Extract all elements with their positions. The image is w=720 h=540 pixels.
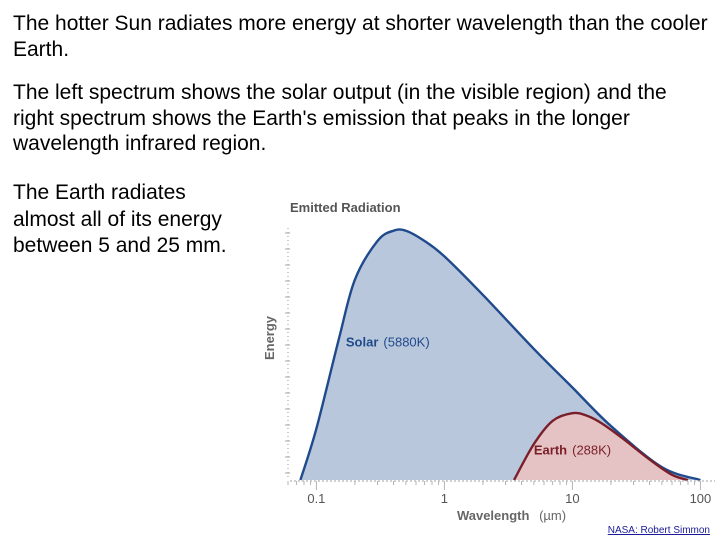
solar-series-label: Solar (5880K) — [346, 334, 430, 349]
x-axis-label-main: Wavelength — [457, 508, 530, 523]
solar-series: Solar (5880K) — [299, 228, 701, 482]
spectrum-description-paragraph: The left spectrum shows the solar output… — [13, 81, 667, 155]
earth-area — [514, 412, 689, 480]
y-axis-label: Energy — [262, 315, 277, 360]
emitted-radiation-chart: Emitted Radiation Energy Solar (5880K) Ear… — [262, 200, 715, 523]
x-tick-label: 10 — [565, 491, 579, 506]
x-axis-label-unit: (µm) — [539, 508, 566, 523]
earth-series: Earth (288K) — [512, 411, 689, 482]
earth-radiation-paragraph: The Earth radiates almost all of its ene… — [13, 181, 227, 257]
solar-series-name: Solar — [346, 334, 379, 349]
y-axis-ticks — [285, 228, 290, 480]
earth-temperature-label: (288K) — [572, 442, 611, 457]
x-tick-label: 1 — [441, 491, 448, 506]
earth-series-label: Earth (288K) — [534, 442, 611, 457]
solar-curve — [299, 228, 701, 482]
x-axis-label: Wavelength (µm) — [457, 508, 566, 523]
solar-temperature-label: (5880K) — [383, 334, 429, 349]
earth-series-name: Earth — [534, 442, 567, 457]
image-credit-link[interactable]: NASA: Robert Simmon — [607, 525, 710, 536]
x-tick-label: 100 — [690, 491, 712, 506]
intro-paragraph: The hotter Sun radiates more energy at s… — [13, 12, 708, 61]
x-axis: 0.1 1 10 100 — [287, 480, 715, 506]
x-tick-label: 0.1 — [307, 491, 325, 506]
earth-curve — [512, 411, 689, 482]
chart-title: Emitted Radiation — [290, 200, 401, 215]
